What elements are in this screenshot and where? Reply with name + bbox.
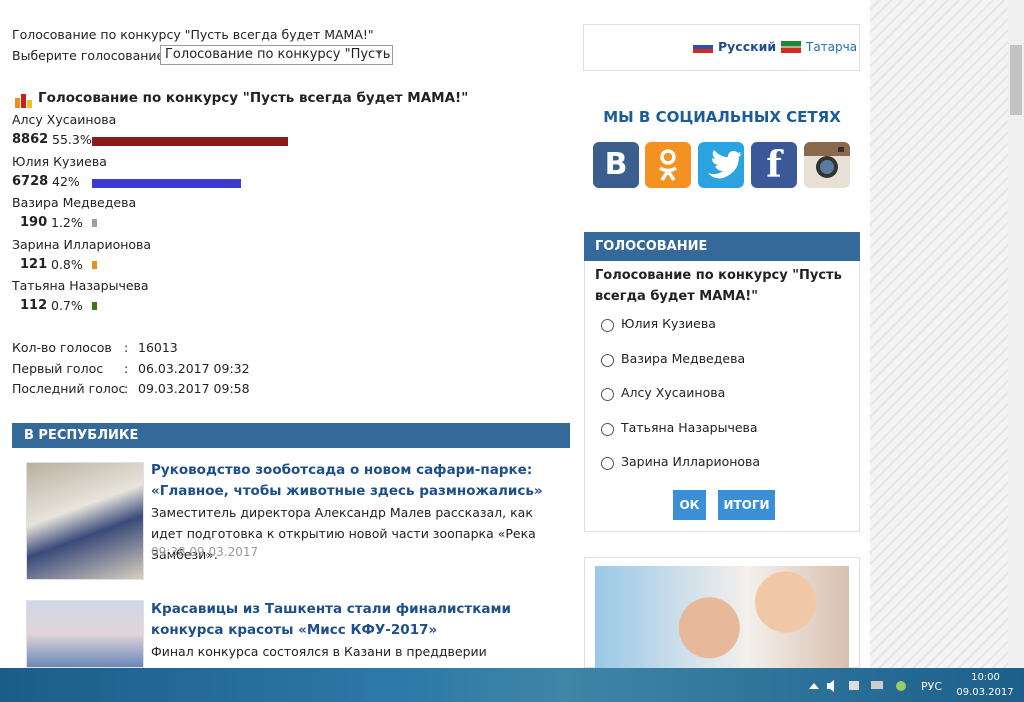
ad-image[interactable] [595,566,849,669]
tray-time[interactable]: 10:00 [971,672,1000,683]
ok-button[interactable]: ОК [673,490,706,520]
news-image[interactable] [26,600,144,668]
tray-icons [809,680,906,692]
stat-separator: : [124,360,129,376]
vote-count: 190 [20,215,48,230]
result-bar [92,137,289,146]
stat-value: 16013 [138,340,178,355]
stat-separator: : [124,340,129,355]
results-button[interactable]: ИТОГИ [718,490,775,520]
stat-value: 06.03.2017 09:32 [138,360,250,376]
vote-header: ГОЛОСОВАНИЕ [584,232,860,261]
facebook-icon[interactable]: f [751,142,797,188]
stat-label: Кол-во голосов [12,340,112,355]
flag [781,41,801,53]
radio-button[interactable] [601,388,614,401]
option-label[interactable]: Юлия Кузиева [621,316,716,331]
flag [693,41,713,53]
radio-button[interactable] [601,422,614,436]
vote-percent: 42% [52,173,80,189]
vote-percent: 0.7% [51,298,83,313]
stat-label: Первый голос [12,360,104,376]
radio-button[interactable] [601,353,614,367]
stat-label: Последний голос [12,381,126,396]
radio-button[interactable] [601,319,614,332]
news-time: 09:38 09.03.2017 [151,545,259,559]
section-header: В РЕСПУБЛИКЕ [12,423,570,448]
ok-icon[interactable] [645,142,691,188]
vote-percent: 55.3% [52,132,92,147]
result-bar [92,302,97,310]
option-label[interactable]: Алсу Хусаинова [621,385,726,400]
social-title: МЫ В СОЦИАЛЬНЫХ СЕТЯХ [603,108,841,126]
vote-count: 8862 [12,132,49,147]
candidate-name: Алсу Хусаинова [12,112,117,127]
candidate-name: Юлия Кузиева [12,153,107,169]
poll-icon [15,94,32,108]
stat-value: 09.03.2017 09:58 [138,381,250,396]
vote-count: 6728 [12,173,49,189]
tray-date[interactable]: 09.03.2017 [956,687,1014,698]
vote-widget [584,232,860,532]
candidate-name: Вазира Медведева [12,195,137,210]
news-text: Финал конкурса состоялся в Казани в пред… [151,644,487,659]
poll-heading: Голосование по конкурсу "Пусть всегда бу… [12,27,374,42]
result-bar [92,219,97,227]
option-label[interactable]: Татьяна Назарычева [621,419,758,435]
select-arrow[interactable]: ⌄ [375,46,384,57]
tray-language[interactable]: РУС [921,680,943,693]
option-label[interactable]: Зарина Илларионова [621,454,761,469]
language-link[interactable]: Русский [718,39,777,54]
news-text: Заместитель директора Александр Малев ра… [151,505,536,562]
vote-percent: 0.8% [51,256,83,272]
instagram-icon[interactable] [804,142,850,188]
candidate-name: Татьяна Назарычева [12,278,149,293]
vote-percent: 1.2% [51,215,83,230]
background [870,0,1008,668]
scrollbar[interactable] [1008,0,1024,668]
vote-question: Голосование по конкурсу "Пусть всегда бу… [595,268,842,304]
news-title[interactable]: Руководство зообо­тсада о новом сафари-п… [151,462,543,499]
result-bar [92,260,97,269]
news-title[interactable]: Красавицы из Ташкента стали финалистками… [151,601,511,638]
twitter-icon[interactable] [698,142,744,188]
news-image[interactable] [26,462,144,580]
language-box [583,24,860,71]
vote-count: 121 [20,256,48,272]
poll-select[interactable]: Голосование по конкурсу "Пусть всегда бу… [160,45,393,65]
ad-box [584,557,860,669]
select-label: Выберите голосование [12,48,165,63]
stat-separator: : [124,381,129,396]
scroll-thumb[interactable] [1010,45,1022,115]
radio-button[interactable] [601,457,614,470]
language-link[interactable]: Татарча [806,40,858,54]
poll-title: Голосование по конкурсу "Пусть всегда бу… [38,90,469,106]
result-bar [92,178,242,188]
option-label[interactable]: Вазира Медведева [621,350,746,366]
vote-count: 112 [20,298,48,313]
vk-icon[interactable]: В [593,142,639,188]
candidate-name: Зарина Илларионова [12,236,152,252]
